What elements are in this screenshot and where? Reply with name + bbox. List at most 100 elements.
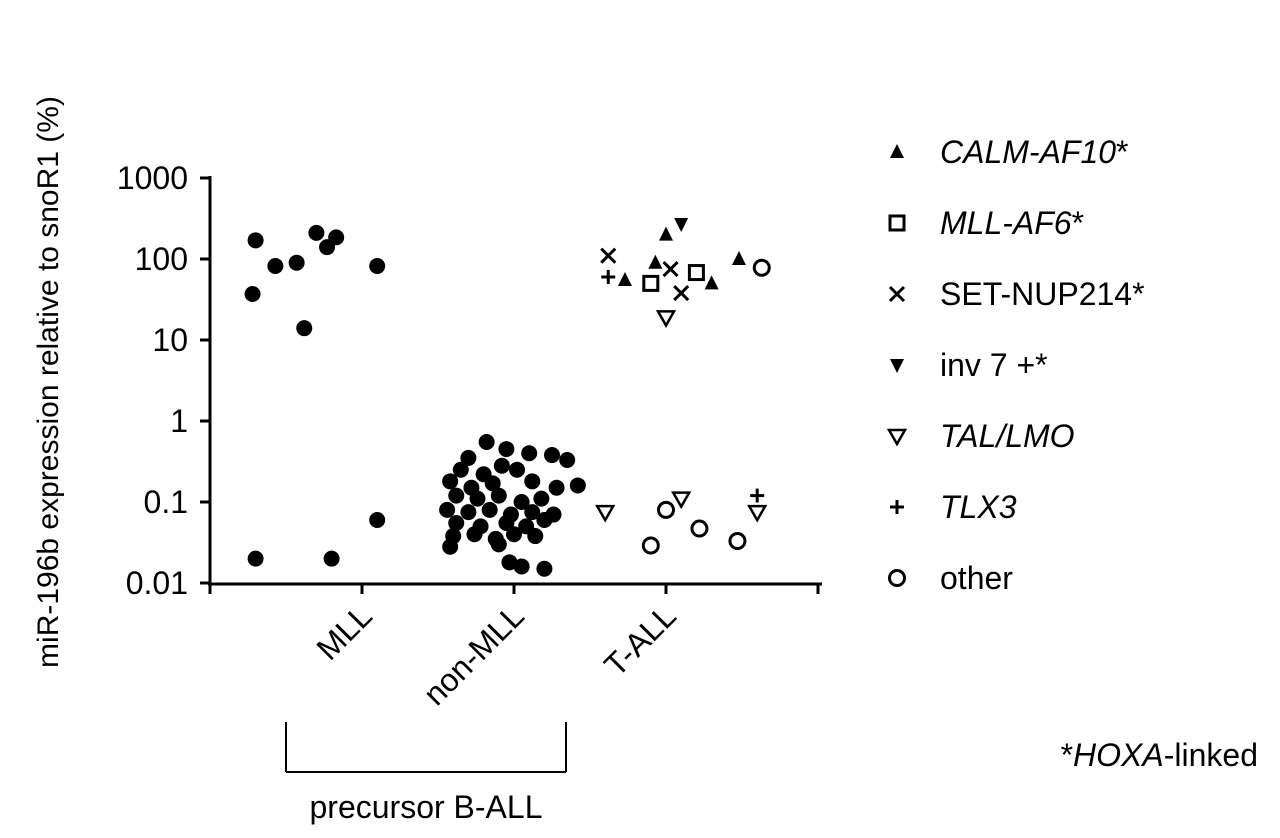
legend-label: MLL-AF6* [940, 205, 1084, 241]
data-point [448, 487, 465, 504]
y-tick-label: 100 [135, 241, 188, 277]
data-point [673, 284, 690, 302]
data-point [752, 258, 771, 277]
footnote-rest: -linked [1164, 737, 1258, 773]
data-point [319, 239, 336, 256]
legend-label: SET-NUP214* [940, 276, 1145, 312]
data-point [267, 257, 284, 274]
data-point [527, 528, 544, 545]
category-label: non-MLL [416, 597, 531, 712]
data-point [308, 224, 325, 241]
x-ticks [208, 584, 820, 594]
marker-open-square [888, 214, 906, 232]
data-point [595, 504, 616, 523]
legend-item: MLL-AF6* [888, 205, 1084, 241]
data-point [460, 449, 477, 466]
legend-label: other [940, 560, 1013, 596]
y-axis-label: miR-196b expression relative to snoR1 (%… [32, 96, 65, 668]
legend-label: CALM-AF10* [940, 134, 1129, 170]
data-point [544, 447, 560, 464]
data-point [490, 536, 507, 553]
data-point [498, 515, 515, 532]
marker-filled-triangle-up [890, 144, 904, 158]
data-point [750, 488, 765, 503]
data-point [687, 264, 705, 282]
data-point [671, 491, 692, 510]
data-point [559, 452, 576, 469]
data-point [452, 461, 469, 478]
data-points [244, 218, 771, 577]
data-point [641, 536, 660, 555]
marker-open-triangle-down [886, 428, 908, 447]
category-label: MLL [309, 597, 378, 666]
data-point [323, 550, 340, 567]
data-point [493, 457, 510, 474]
data-point [513, 494, 530, 510]
data-point [296, 320, 313, 337]
data-point [513, 558, 530, 575]
data-point [617, 272, 632, 287]
legend: CALM-AF10* MLL-AF6* SET-NUP214* inv 7 +* TAL… [886, 134, 1145, 596]
data-point [533, 490, 550, 507]
data-point [490, 487, 507, 504]
data-point [288, 254, 305, 271]
data-point [506, 526, 522, 543]
legend-item: other [888, 560, 1013, 596]
marker-cross [888, 285, 906, 303]
data-point [548, 479, 565, 496]
data-point [536, 511, 553, 528]
data-point [536, 560, 553, 577]
data-point [247, 550, 264, 567]
data-point [747, 504, 768, 523]
legend-label: inv 7 +* [940, 347, 1048, 383]
marker-open-circle [888, 569, 906, 587]
data-point [731, 251, 746, 265]
footnote: *HOXA-linked [1061, 737, 1258, 773]
data-point [481, 501, 498, 518]
data-point [369, 511, 386, 528]
data-point [600, 247, 617, 264]
y-tick-label: 10 [152, 322, 188, 358]
data-point [442, 538, 459, 555]
data-point [484, 475, 501, 492]
data-point [657, 500, 675, 519]
data-point [509, 461, 526, 478]
legend-label: TAL/LMO [940, 418, 1075, 454]
data-point [478, 434, 495, 451]
data-point [469, 490, 486, 507]
precursor-bracket: precursor B-ALL [285, 722, 567, 825]
data-point [498, 441, 515, 458]
data-point [728, 532, 747, 551]
data-point [460, 504, 477, 521]
data-point [244, 285, 261, 302]
footnote-star: * [1061, 737, 1073, 773]
marker-filled-triangle-down [890, 359, 904, 373]
y-tick-label: 1 [170, 403, 188, 439]
legend-item: SET-NUP214* [888, 276, 1145, 312]
category-labels: MLL non-MLL T-ALL [309, 597, 682, 712]
y-tick-label: 0.01 [126, 565, 188, 601]
y-tick-label: 0.1 [144, 484, 188, 520]
category-label: T-ALL [597, 597, 683, 683]
data-point [655, 310, 677, 328]
marker-plus [890, 500, 904, 514]
data-point [448, 515, 465, 532]
data-point [648, 254, 663, 269]
legend-item: TAL/LMO [886, 418, 1075, 454]
legend-label: TLX3 [940, 489, 1017, 525]
data-point [466, 526, 483, 543]
footnote-gene: HOXA [1073, 737, 1164, 773]
data-point [439, 501, 456, 518]
data-point [442, 473, 459, 490]
data-point [521, 445, 538, 462]
legend-item: inv 7 +* [890, 347, 1048, 383]
data-point [659, 226, 673, 241]
data-point [704, 275, 719, 290]
data-point [247, 232, 264, 249]
data-point [369, 257, 386, 274]
group-label-precursor-b-all: precursor B-ALL [310, 789, 543, 825]
data-point [524, 504, 541, 521]
legend-item: TLX3 [890, 489, 1017, 525]
data-point [569, 477, 586, 494]
